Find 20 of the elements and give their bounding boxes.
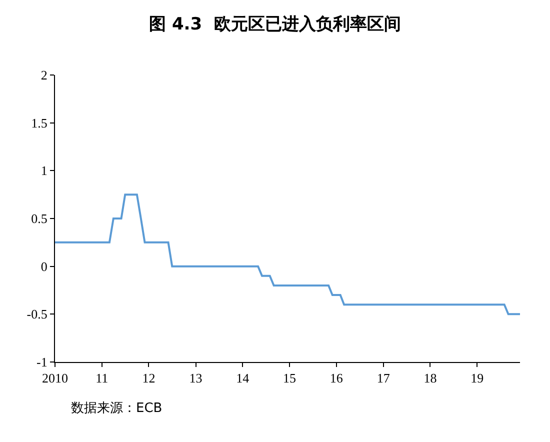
x-tick-label: 15 <box>282 370 296 386</box>
y-tick-label: 0.5 <box>31 211 48 226</box>
line-series <box>55 194 520 316</box>
y-tick-label: 2 <box>40 68 48 83</box>
chart-title: 图 4.3 欧元区已进入负利率区间 <box>149 14 401 35</box>
x-tick-label: 11 <box>96 370 108 386</box>
x-tick-label: 17 <box>376 370 390 386</box>
x-tick-label: 13 <box>189 370 202 386</box>
y-tick-label: -0.5 <box>26 306 48 322</box>
x-tick-label: 12 <box>142 370 156 386</box>
x-tick-label: 16 <box>330 370 344 386</box>
x-tick-label: 19 <box>470 370 484 386</box>
y-tick-label: 1 <box>40 163 48 178</box>
y-tick-label: 1.5 <box>31 115 48 130</box>
x-tick-label: 18 <box>424 370 437 386</box>
x-tick-label: 14 <box>236 370 250 386</box>
y-tick-label: -1 <box>36 354 48 370</box>
y-tick-label: 0 <box>40 258 48 274</box>
source-note: 数据来源：ECB <box>71 401 162 416</box>
x-tick-label: 2010 <box>42 370 68 386</box>
